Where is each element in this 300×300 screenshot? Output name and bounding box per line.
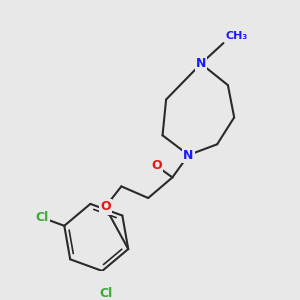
Text: Cl: Cl xyxy=(100,287,113,300)
Text: O: O xyxy=(151,159,162,172)
Text: Cl: Cl xyxy=(36,211,49,224)
Text: N: N xyxy=(183,148,194,161)
Text: O: O xyxy=(100,200,110,214)
Text: CH₃: CH₃ xyxy=(225,31,248,41)
Text: N: N xyxy=(196,57,206,70)
